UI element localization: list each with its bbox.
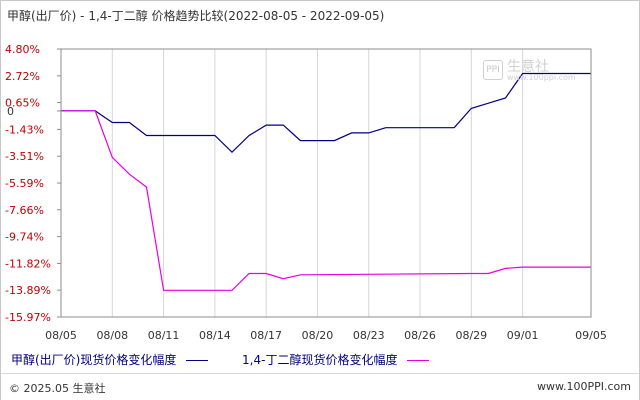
y-tick-label: -11.82% xyxy=(5,257,51,270)
footer: © 2025.05 生意社 www.100PPI.com xyxy=(1,373,639,400)
legend-item-bdo: 1,4-丁二醇现货价格变化幅度 xyxy=(242,351,430,368)
x-tick-label: 08/11 xyxy=(148,329,180,342)
y-tick-label: -7.66% xyxy=(5,204,44,217)
x-tick-label: 08/20 xyxy=(302,329,334,342)
y-tick-label: -9.74% xyxy=(5,231,44,244)
watermark-url: www.100ppi.com xyxy=(507,73,576,82)
y-tick-label: 0 xyxy=(7,105,14,118)
legend: 甲醇(出厂价)现货价格变化幅度 1,4-丁二醇现货价格变化幅度 xyxy=(11,351,459,368)
y-tick-label: -13.89% xyxy=(5,284,51,297)
legend-swatch-bdo xyxy=(407,360,430,361)
legend-label-bdo: 1,4-丁二醇现货价格变化幅度 xyxy=(242,353,398,367)
y-tick-label: 0.65% xyxy=(5,97,40,110)
gridlines xyxy=(111,49,524,317)
y-axis-ticks: 4.80% 2.72% 0.65%0 -1.43% -3.51% -5.59% -7.66%… xyxy=(5,43,61,324)
x-tick-label: 09/05 xyxy=(575,329,607,342)
series-line-0 xyxy=(61,72,591,154)
x-tick-label: 08/29 xyxy=(455,329,487,342)
plot-area: 4.80% 2.72% 0.65%0 -1.43% -3.51% -5.59% -7.66%… xyxy=(5,43,607,342)
site-link[interactable]: www.100PPI.com xyxy=(537,380,631,393)
legend-label-methanol: 甲醇(出厂价)现货价格变化幅度 xyxy=(11,353,177,367)
watermark: PPI 生意社 www.100ppi.com xyxy=(483,56,613,84)
x-tick-label: 08/08 xyxy=(96,329,128,342)
x-tick-label: 08/26 xyxy=(404,329,436,342)
x-tick-label: 09/01 xyxy=(507,329,539,342)
x-tick-label: 08/05 xyxy=(45,329,77,342)
legend-item-methanol: 甲醇(出厂价)现货价格变化幅度 xyxy=(11,351,209,368)
y-tick-label: 4.80% xyxy=(5,43,40,56)
series-layer xyxy=(61,72,591,291)
x-tick-label: 08/23 xyxy=(353,329,385,342)
legend-swatch-methanol xyxy=(186,360,209,361)
y-tick-label: -5.59% xyxy=(5,177,44,190)
x-tick-label: 08/14 xyxy=(199,329,231,342)
copyright-text: © 2025.05 生意社 xyxy=(9,382,106,395)
y-tick-label: -15.97% xyxy=(5,311,51,324)
watermark-logo-icon: PPI xyxy=(483,60,503,80)
y-tick-label: -1.43% xyxy=(5,123,44,136)
x-axis-ticks: 08/05 08/08 08/11 08/14 08/17 08/20 08/23 08/26… xyxy=(45,329,607,342)
series-line-1 xyxy=(61,110,591,291)
plot-border xyxy=(60,48,592,318)
chart-title: 甲醇(出厂价) - 1,4-丁二醇 价格趋势比较(2022-08-05 - 20… xyxy=(7,9,385,23)
x-tick-label: 08/17 xyxy=(250,329,282,342)
watermark-brand: 生意社 xyxy=(507,59,549,75)
y-tick-label: 2.72% xyxy=(5,70,40,83)
y-tick-label: -3.51% xyxy=(5,150,44,163)
